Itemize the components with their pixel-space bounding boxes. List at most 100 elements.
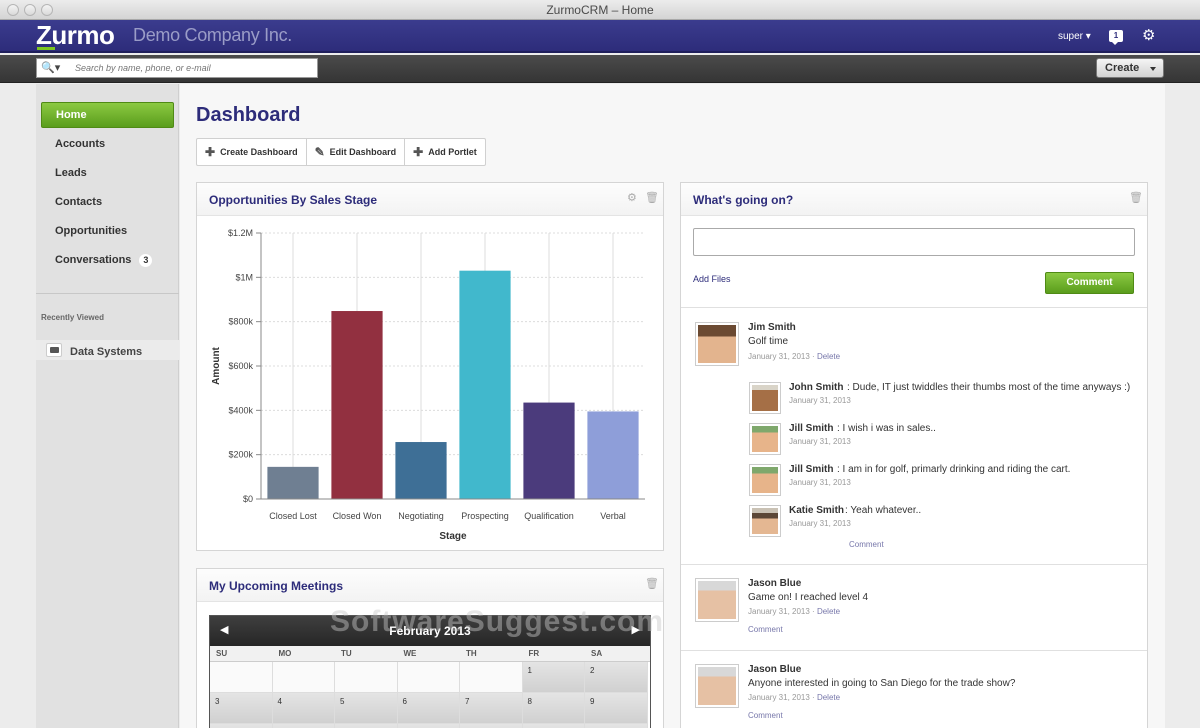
folder-icon (46, 343, 62, 357)
create-button[interactable]: Create (1096, 58, 1164, 78)
user-menu[interactable]: super ▾ (1058, 31, 1091, 42)
sidebar-item-home[interactable]: Home (41, 102, 174, 128)
portlet-title: My Upcoming Meetings (209, 579, 344, 593)
calendar-day-cell[interactable] (335, 662, 398, 693)
sidebar-item-contacts[interactable]: Contacts (41, 189, 174, 215)
calendar-day-cell[interactable]: 13 (397, 724, 460, 728)
x-tick-label: Qualification (524, 511, 574, 521)
comment-link[interactable]: Comment (748, 711, 783, 720)
avatar[interactable] (695, 664, 739, 708)
calendar-day-cell[interactable]: 5 (335, 693, 398, 724)
calendar-week-row: 10 11 12 13 14 15 16 (210, 724, 650, 728)
upcoming-meetings-portlet: My Upcoming Meetings 🗑 ◀ February 2013 ▶… (196, 568, 664, 728)
close-window-button[interactable] (7, 4, 19, 16)
calendar-day-cell[interactable]: 9 (585, 693, 648, 724)
create-dashboard-button[interactable]: ✚ Create Dashboard (197, 139, 307, 165)
avatar[interactable] (749, 382, 781, 414)
main-content: Dashboard ✚ Create Dashboard ✎ Edit Dashbo… (180, 84, 1165, 728)
reply-date: January 31, 2013 (789, 478, 851, 487)
sidebar-item-leads[interactable]: Leads (41, 160, 174, 186)
reply-text: : Dude, IT just twiddles their thumbs mo… (847, 382, 1131, 393)
search-icon[interactable]: 🔍▾ (41, 62, 61, 74)
avatar-photo (752, 426, 778, 452)
create-dashboard-label: Create Dashboard (220, 147, 298, 157)
calendar-day-cell[interactable]: 7 (460, 693, 523, 724)
delete-link[interactable]: Delete (816, 693, 841, 702)
calendar-day-cell[interactable]: 16 (585, 724, 648, 728)
calendar-day-cell[interactable]: 6 (397, 693, 460, 724)
comment-link[interactable]: Comment (849, 540, 884, 549)
calendar-day-cell[interactable] (460, 662, 523, 693)
sidebar: Home Accounts Leads Contacts Opportuniti… (36, 84, 179, 728)
trash-icon[interactable]: 🗑 (645, 578, 659, 590)
calendar-day-cell[interactable]: 14 (460, 724, 523, 728)
portlet-header: My Upcoming Meetings 🗑 (197, 569, 663, 602)
delete-link[interactable]: Delete (816, 607, 841, 616)
reply-text: : Yeah whatever.. (845, 505, 922, 516)
y-tick-label: $0 (243, 494, 253, 504)
calendar-day-cell[interactable]: 10 (210, 724, 273, 728)
next-month-icon[interactable]: ▶ (631, 624, 640, 636)
avatar[interactable] (695, 322, 739, 366)
y-tick-label: $1M (235, 272, 253, 282)
sidebar-item-label: Home (56, 109, 87, 121)
weekday-label: TU (341, 649, 352, 658)
delete-link[interactable]: Delete (816, 352, 841, 361)
search-input[interactable] (75, 61, 313, 75)
feed-divider (681, 564, 1147, 565)
calendar-day-cell[interactable]: 1 (522, 662, 585, 693)
zurmo-logo[interactable]: Zurmo (36, 20, 115, 50)
post-textarea[interactable] (693, 228, 1135, 256)
settings-gear-icon[interactable]: ⚙ (1142, 27, 1156, 44)
comment-link[interactable]: Comment (748, 625, 783, 634)
comment-button[interactable]: Comment (1045, 272, 1134, 294)
sidebar-item-accounts[interactable]: Accounts (41, 131, 174, 157)
bar-prospecting (459, 270, 511, 499)
sidebar-item-label: Leads (55, 167, 87, 179)
reply-author[interactable]: John Smith (789, 382, 844, 393)
calendar-day-cell[interactable]: 12 (335, 724, 398, 728)
reply-author[interactable]: Katie Smith (789, 505, 845, 516)
minimize-window-button[interactable] (24, 4, 36, 16)
trash-icon[interactable]: 🗑 (645, 192, 659, 204)
feed-divider (681, 650, 1147, 651)
calendar-day-cell[interactable]: 11 (272, 724, 335, 728)
post-author[interactable]: Jason Blue (748, 578, 802, 589)
add-files-link[interactable]: Add Files (693, 274, 731, 284)
add-portlet-label: Add Portlet (428, 147, 477, 157)
bar-chart: $0 $200k $400k $600k $800k $1M $1.2M Closed Los… (211, 228, 645, 542)
x-tick-label: Prospecting (461, 511, 509, 521)
configure-gear-icon[interactable]: ⚙ (627, 192, 637, 204)
recent-item-data-systems[interactable]: Data Systems (36, 340, 179, 360)
calendar-day-cell[interactable] (397, 662, 460, 693)
calendar-day-cell[interactable]: 2 (585, 662, 648, 693)
x-tick-label: Verbal (600, 511, 626, 521)
calendar: ◀ February 2013 ▶ SU MO TU WE TH FR SA 1 (209, 615, 651, 728)
edit-dashboard-button[interactable]: ✎ Edit Dashboard (307, 139, 406, 165)
reply-author[interactable]: Jill Smith (789, 423, 834, 434)
zoom-window-button[interactable] (41, 4, 53, 16)
search-box[interactable]: 🔍▾ (36, 58, 318, 78)
calendar-day-cell[interactable] (272, 662, 335, 693)
avatar[interactable] (695, 578, 739, 622)
post-author[interactable]: Jason Blue (748, 664, 802, 675)
trash-icon[interactable]: 🗑 (1129, 192, 1143, 204)
sidebar-item-conversations[interactable]: Conversations 3 (41, 247, 174, 273)
reply-author[interactable]: Jill Smith (789, 464, 834, 475)
add-portlet-button[interactable]: ✚ Add Portlet (405, 139, 485, 165)
avatar[interactable] (749, 423, 781, 455)
calendar-day-cell[interactable]: 8 (522, 693, 585, 724)
avatar[interactable] (749, 464, 781, 496)
avatar-photo (698, 667, 736, 705)
notifications-icon[interactable]: 1 (1109, 30, 1123, 45)
calendar-day-cell[interactable]: 4 (272, 693, 335, 724)
calendar-day-cell[interactable]: 3 (210, 693, 273, 724)
avatar-photo (752, 508, 778, 534)
calendar-day-cell[interactable]: 15 (522, 724, 585, 728)
previous-month-icon[interactable]: ◀ (220, 624, 229, 636)
x-tick-label: Negotiating (398, 511, 444, 521)
post-author[interactable]: Jim Smith (748, 322, 796, 333)
calendar-day-cell[interactable] (210, 662, 273, 693)
sidebar-item-opportunities[interactable]: Opportunities (41, 218, 174, 244)
avatar[interactable] (749, 505, 781, 537)
